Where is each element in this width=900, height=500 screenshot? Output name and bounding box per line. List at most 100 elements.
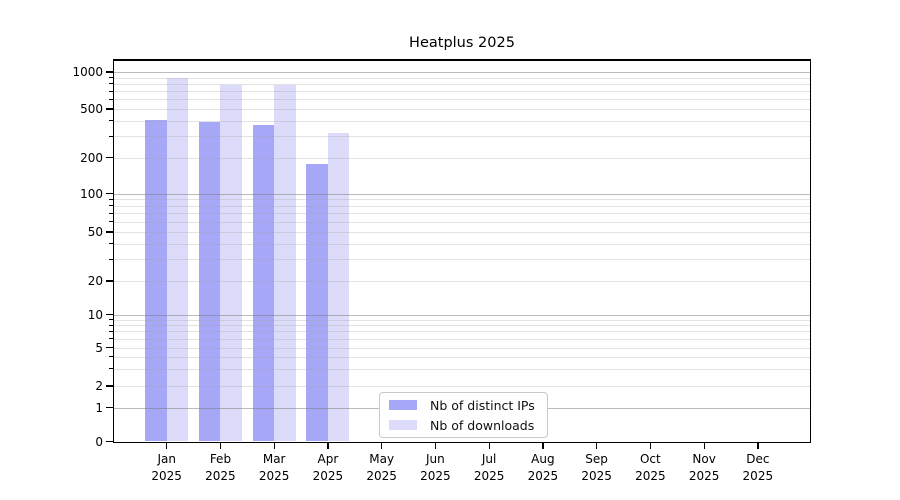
legend: Nb of distinct IPs Nb of downloads xyxy=(379,392,548,438)
major-gridline xyxy=(114,72,810,73)
top-spine xyxy=(112,59,811,61)
y-minor-tick-mark xyxy=(109,83,113,85)
y-minor-tick-mark xyxy=(109,135,113,137)
y-tick-label: 50 xyxy=(87,225,103,239)
minor-gridline xyxy=(114,259,810,261)
y-tick-label: 0 xyxy=(95,434,103,449)
y-minor-tick-mark xyxy=(109,356,113,358)
y-minor-tick-mark xyxy=(109,198,113,200)
right-spine xyxy=(809,59,811,443)
x-tick-label: Aug 2025 xyxy=(527,452,559,483)
y-minor-tick-mark xyxy=(109,338,113,340)
y-minor-tick-mark xyxy=(109,98,113,100)
x-tick-label: Feb 2025 xyxy=(205,452,236,483)
y-minor-tick-mark xyxy=(109,90,113,92)
plot-area xyxy=(114,59,810,442)
minor-gridline xyxy=(114,205,810,207)
minor-gridline xyxy=(114,331,810,333)
minor-gridline xyxy=(114,157,810,159)
bar-nb-of-distinct-ips-apr-2025 xyxy=(306,163,328,442)
minor-gridline xyxy=(114,221,810,223)
minor-gridline xyxy=(114,281,810,282)
minor-gridline xyxy=(114,213,810,215)
minor-gridline xyxy=(114,99,810,101)
bar-nb-of-downloads-mar-2025 xyxy=(274,85,296,442)
legend-swatch-nb-of-downloads xyxy=(389,420,417,430)
x-tick-mark xyxy=(381,443,383,449)
y-tick-mark xyxy=(106,406,113,409)
y-minor-tick-mark xyxy=(109,77,113,79)
y-tick-mark xyxy=(106,280,113,282)
bar-nb-of-distinct-ips-feb-2025 xyxy=(198,122,221,442)
y-minor-tick-mark xyxy=(109,319,113,321)
y-minor-tick-mark xyxy=(109,205,113,207)
y-tick-mark xyxy=(106,346,113,349)
bar-nb-of-downloads-apr-2025 xyxy=(327,133,350,442)
y-tick-label: 10 xyxy=(87,307,103,322)
minor-gridline xyxy=(114,199,810,201)
legend-label-nb-of-downloads: Nb of downloads xyxy=(430,417,535,433)
y-minor-tick-mark xyxy=(109,330,113,332)
y-tick-mark xyxy=(106,71,113,73)
major-gridline xyxy=(114,193,810,195)
minor-gridline xyxy=(114,386,810,387)
y-tick-mark xyxy=(106,440,113,443)
x-tick-label: Nov 2025 xyxy=(688,452,720,483)
x-tick-mark xyxy=(219,443,222,449)
bar-nb-of-distinct-ips-jan-2025 xyxy=(145,119,167,442)
y-minor-tick-mark xyxy=(109,368,113,370)
left-spine xyxy=(112,59,115,443)
x-tick-mark xyxy=(166,443,168,449)
chart-title: Heatplus 2025 xyxy=(409,35,515,51)
minor-gridline xyxy=(114,83,810,85)
y-tick-label: 1 xyxy=(95,400,103,415)
y-tick-mark xyxy=(106,385,113,387)
minor-gridline xyxy=(114,232,810,233)
y-minor-tick-mark xyxy=(109,221,113,223)
y-minor-tick-mark xyxy=(109,120,113,122)
x-tick-label: Mar 2025 xyxy=(258,452,290,483)
y-tick-label: 2 xyxy=(95,379,103,393)
y-minor-tick-mark xyxy=(109,324,113,326)
minor-gridline xyxy=(114,77,810,79)
minor-gridline xyxy=(114,347,810,349)
x-tick-mark xyxy=(327,443,329,449)
x-tick-label: May 2025 xyxy=(366,452,397,483)
bar-nb-of-downloads-feb-2025 xyxy=(220,84,242,442)
y-tick-mark xyxy=(106,192,113,195)
minor-gridline xyxy=(114,338,810,340)
x-tick-label: Dec 2025 xyxy=(742,452,774,483)
x-tick-mark xyxy=(649,443,652,449)
x-tick-mark xyxy=(596,443,598,449)
minor-gridline xyxy=(114,120,810,122)
bottom-spine xyxy=(112,441,811,443)
x-tick-label: Apr 2025 xyxy=(312,452,344,483)
minor-gridline xyxy=(114,109,810,110)
y-tick-label: 500 xyxy=(80,102,103,116)
y-tick-label: 200 xyxy=(80,150,103,165)
legend-item: Nb of downloads xyxy=(380,417,547,434)
y-minor-tick-mark xyxy=(109,258,113,260)
minor-gridline xyxy=(114,325,810,327)
x-tick-label: Jul 2025 xyxy=(473,452,505,483)
x-tick-mark xyxy=(273,443,275,449)
bar-nb-of-downloads-jan-2025 xyxy=(166,77,189,442)
x-tick-label: Oct 2025 xyxy=(635,452,666,483)
major-gridline xyxy=(114,314,810,316)
x-tick-mark xyxy=(703,443,705,449)
legend-label-nb-of-distinct-ips: Nb of distinct IPs xyxy=(430,397,535,413)
bar-nb-of-distinct-ips-mar-2025 xyxy=(252,125,275,442)
x-tick-label: Jan 2025 xyxy=(151,452,182,483)
x-tick-mark xyxy=(488,443,490,449)
minor-gridline xyxy=(114,356,810,358)
y-tick-mark xyxy=(106,108,113,110)
minor-gridline xyxy=(114,319,810,321)
x-tick-label: Jun 2025 xyxy=(420,452,451,483)
x-tick-mark xyxy=(757,443,759,449)
y-tick-mark xyxy=(106,157,113,159)
y-tick-label: 20 xyxy=(87,274,103,288)
y-minor-tick-mark xyxy=(109,243,113,245)
y-tick-label: 100 xyxy=(80,186,103,201)
y-tick-label: 5 xyxy=(95,340,103,355)
